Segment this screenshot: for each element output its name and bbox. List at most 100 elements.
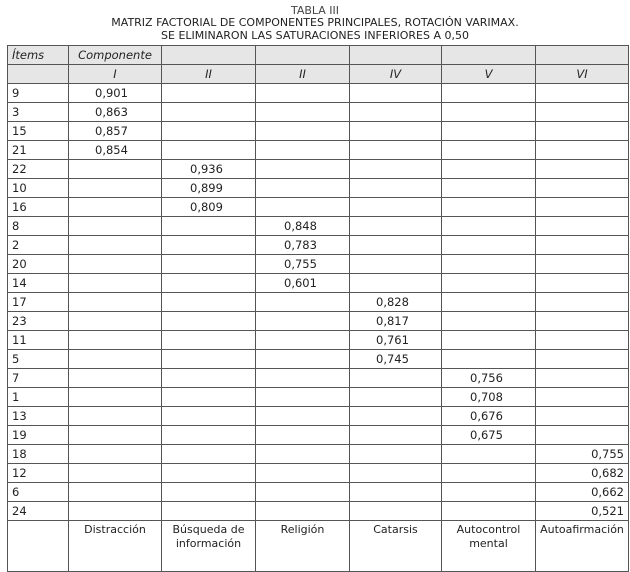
empty-cell (68, 444, 162, 464)
empty-cell (535, 102, 629, 122)
empty-cell (441, 216, 536, 236)
empty-cell (68, 425, 162, 445)
empty-cell (161, 463, 256, 483)
empty-cell (349, 254, 442, 274)
item-cell: 23 (7, 311, 69, 331)
loading-cell: 0,675 (441, 425, 536, 445)
loading-cell: 0,755 (535, 444, 629, 464)
empty-cell (68, 311, 162, 331)
empty-cell (441, 121, 536, 141)
table-row: 12 0,682 (7, 463, 629, 483)
empty-cell (255, 197, 350, 217)
empty-cell (161, 406, 256, 426)
item-cell: 19 (7, 425, 69, 445)
table-row: 23 0,817 (7, 311, 629, 331)
item-cell: 5 (7, 349, 69, 369)
empty-cell (161, 216, 256, 236)
loading-cell: 0,682 (535, 463, 629, 483)
factor-names-row: Distracción Búsqueda de información Religi… (7, 520, 629, 572)
item-cell: 2 (7, 235, 69, 255)
empty-cell (255, 311, 350, 331)
empty-cell (255, 463, 350, 483)
empty-cell (441, 292, 536, 312)
empty-cell (255, 482, 350, 502)
loading-cell: 0,848 (255, 216, 350, 236)
item-cell: 15 (7, 121, 69, 141)
empty-cell (255, 121, 350, 141)
table-row: 7 0,756 (7, 368, 629, 388)
empty-cell (68, 159, 162, 179)
table-row: 5 0,745 (7, 349, 629, 369)
item-cell: 22 (7, 159, 69, 179)
empty-cell (255, 406, 350, 426)
empty-cell (68, 463, 162, 483)
empty-cell (68, 501, 162, 521)
item-cell: 20 (7, 254, 69, 274)
table-row: 20 0,755 (7, 254, 629, 274)
empty-cell (161, 501, 256, 521)
empty-cell (535, 83, 629, 103)
factor-name: Búsqueda de información (161, 520, 256, 572)
empty-cell (441, 83, 536, 103)
table-row: 16 0,809 (7, 197, 629, 217)
empty-cell (161, 311, 256, 331)
item-cell: 18 (7, 444, 69, 464)
empty-cell (349, 216, 442, 236)
item-cell: 13 (7, 406, 69, 426)
header-row-2: I II II IV V VI (7, 64, 629, 84)
empty-cell (161, 349, 256, 369)
componente-header: Componente (68, 45, 162, 65)
empty-cell (255, 444, 350, 464)
empty-cell (349, 463, 442, 483)
empty-cell (68, 197, 162, 217)
empty-cell (349, 197, 442, 217)
empty-cell (255, 159, 350, 179)
table-row: 1 0,708 (7, 387, 629, 407)
empty-cell (441, 140, 536, 160)
loading-cell: 0,809 (161, 197, 256, 217)
empty-cell (68, 235, 162, 255)
empty-cell (441, 444, 536, 464)
items-header: Ítems (7, 45, 69, 65)
component-header: V (441, 64, 536, 84)
loading-cell: 0,708 (441, 387, 536, 407)
empty-cell (68, 273, 162, 293)
empty-cell (68, 406, 162, 426)
empty-cell (535, 254, 629, 274)
empty-cell (255, 425, 350, 445)
factor-name: Autocontrol mental (441, 520, 536, 572)
empty-cell (441, 254, 536, 274)
item-cell: 9 (7, 83, 69, 103)
item-cell: 21 (7, 140, 69, 160)
empty-cell (441, 463, 536, 483)
table-row: 19 0,675 (7, 425, 629, 445)
empty-cell (535, 425, 629, 445)
loading-cell: 0,828 (349, 292, 442, 312)
empty-cell (161, 140, 256, 160)
empty-cell (441, 311, 536, 331)
empty-cell (441, 273, 536, 293)
empty-cell (349, 406, 442, 426)
empty-cell (349, 45, 442, 65)
loading-cell: 0,756 (441, 368, 536, 388)
item-cell: 10 (7, 178, 69, 198)
empty-cell (349, 235, 442, 255)
table-row: 15 0,857 (7, 121, 629, 141)
table-row: 11 0,761 (7, 330, 629, 350)
table-label: TABLA III (290, 4, 340, 17)
empty-cell (255, 292, 350, 312)
header-row-1: Ítems Componente (7, 45, 629, 65)
loading-cell: 0,936 (161, 159, 256, 179)
empty-cell (535, 216, 629, 236)
item-cell: 11 (7, 330, 69, 350)
empty-cell (535, 292, 629, 312)
empty-cell (255, 102, 350, 122)
empty-cell (535, 121, 629, 141)
empty-cell (349, 178, 442, 198)
empty-cell (161, 235, 256, 255)
loading-cell: 0,761 (349, 330, 442, 350)
empty-cell (255, 83, 350, 103)
empty-cell (535, 197, 629, 217)
empty-cell (535, 45, 629, 65)
empty-cell (161, 102, 256, 122)
